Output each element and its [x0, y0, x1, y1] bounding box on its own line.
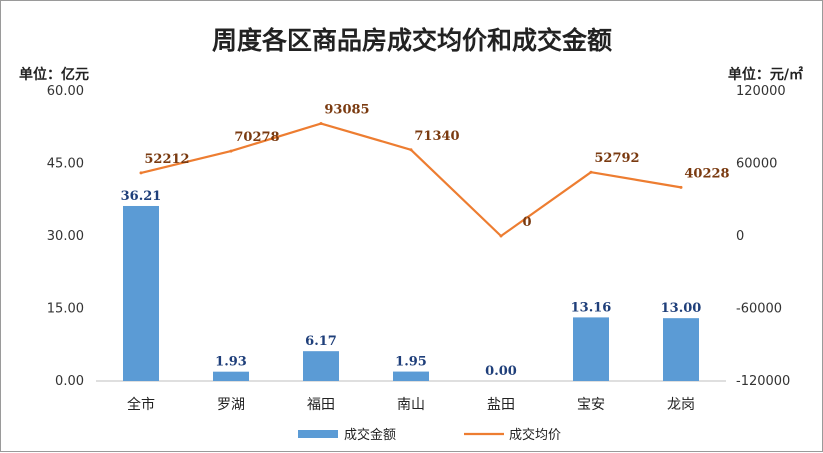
- x-category-label: 福田: [307, 397, 335, 413]
- line-data-label: 40228: [684, 166, 729, 181]
- bar-3: [303, 351, 339, 381]
- bar-data-label: 1.93: [215, 355, 247, 370]
- line-data-label: 93085: [324, 103, 369, 118]
- bar-data-label: 36.21: [121, 189, 162, 204]
- left-axis-unit: 单位：亿元: [19, 66, 89, 83]
- x-category-label: 全市: [127, 396, 155, 413]
- x-category-label: 龙岗: [667, 397, 695, 413]
- left-y-tick-label: 0.00: [55, 374, 84, 389]
- line-point-2: [229, 149, 233, 153]
- left-y-tick-label: 45.00: [47, 157, 84, 172]
- left-y-tick-label: 60.00: [47, 84, 84, 99]
- bar-4: [393, 371, 429, 381]
- right-y-tick-label: -120000: [736, 374, 790, 389]
- line-data-label: 0: [522, 215, 531, 230]
- right-y-tick-label: 0: [736, 229, 744, 244]
- bar-2: [213, 371, 249, 381]
- line-data-label: 52212: [144, 152, 189, 167]
- bar-7: [663, 318, 699, 381]
- legend-bar-swatch: [298, 430, 338, 438]
- right-y-tick-label: 60000: [736, 157, 777, 172]
- line-point-4: [409, 148, 413, 152]
- bar-data-label: 13.16: [571, 300, 612, 315]
- right-y-tick-label: -60000: [736, 302, 782, 317]
- line-point-3: [319, 122, 323, 126]
- line-point-1: [139, 171, 143, 175]
- bar-data-label: 0.00: [485, 364, 517, 379]
- right-y-tick-label: 120000: [736, 84, 786, 99]
- chart-title: 周度各区商品房成交均价和成交金额: [212, 26, 612, 55]
- bar-1: [123, 205, 159, 381]
- bar-data-label: 13.00: [661, 301, 702, 316]
- x-category-label: 盐田: [487, 397, 515, 413]
- x-category-label: 南山: [397, 397, 425, 413]
- legend-line-label: 成交均价: [509, 427, 561, 443]
- price-line: [140, 122, 682, 238]
- line-point-5: [499, 234, 503, 238]
- line-point-6: [589, 170, 593, 174]
- bar-data-label: 1.95: [395, 355, 427, 370]
- left-y-tick-label: 15.00: [47, 302, 84, 317]
- bar-6: [573, 317, 609, 381]
- x-category-label: 罗湖: [217, 397, 245, 413]
- line-data-label: 71340: [414, 129, 459, 144]
- bar-data-label: 6.17: [305, 334, 337, 349]
- left-y-tick-label: 30.00: [47, 229, 84, 244]
- right-axis-unit: 单位：元/㎡: [728, 66, 803, 83]
- x-category-label: 宝安: [577, 397, 605, 413]
- legend-bar-label: 成交金额: [344, 427, 396, 443]
- line-point-7: [679, 185, 683, 189]
- line-data-label: 70278: [234, 130, 279, 145]
- line-data-label: 52792: [594, 151, 639, 166]
